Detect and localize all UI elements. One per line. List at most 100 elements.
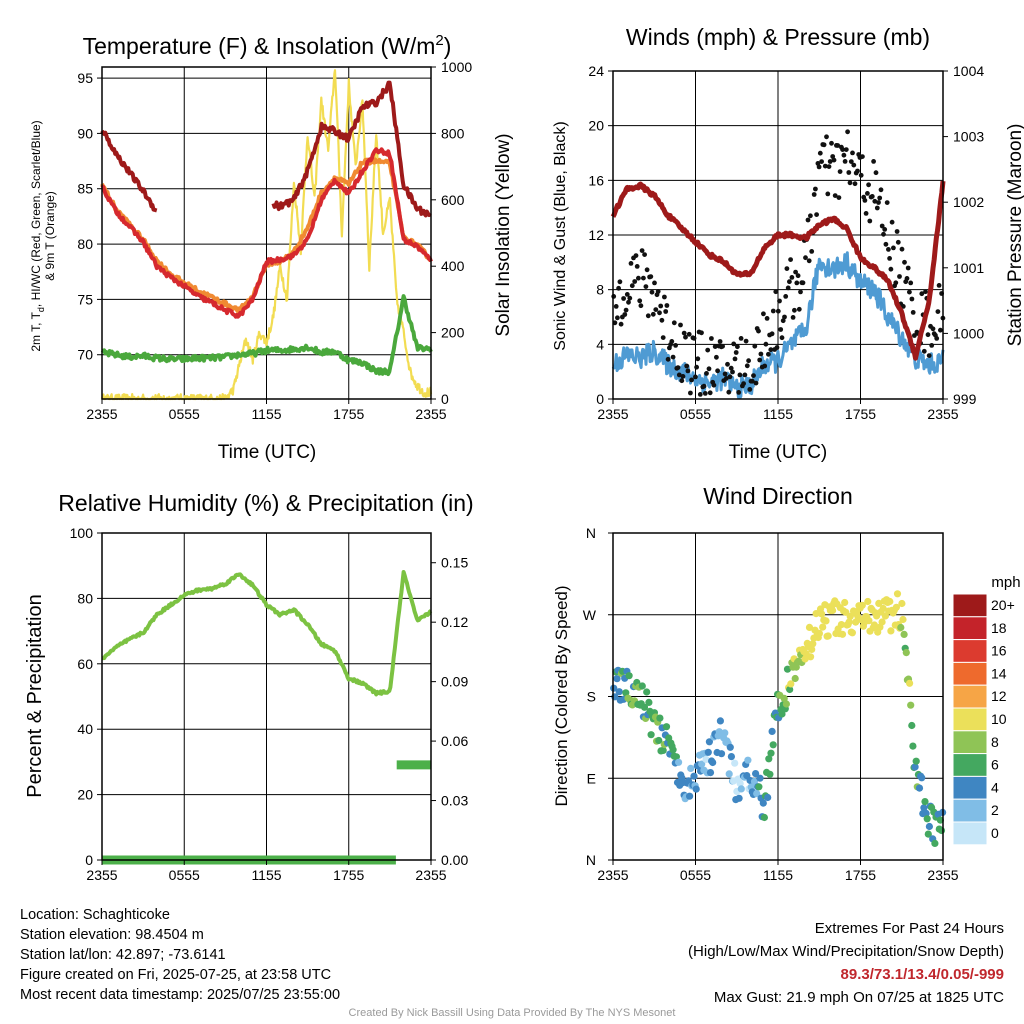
direction-point (931, 839, 939, 848)
gust-point (632, 279, 638, 284)
gust-point (645, 313, 651, 319)
y-tick-label: 20 (77, 787, 93, 803)
gust-point (684, 363, 690, 369)
gust-point (673, 343, 678, 348)
gust-point (872, 198, 878, 204)
direction-point (899, 615, 907, 624)
gust-point (848, 159, 854, 165)
legend-label: 4 (991, 779, 999, 795)
humidity-y-axis-label: Percent & Precipitation (24, 594, 46, 797)
y-tick-label: 60 (77, 656, 93, 672)
direction-point (726, 743, 734, 751)
gust-point (695, 356, 701, 362)
gust-point (613, 304, 619, 309)
gust-point (789, 275, 795, 280)
y2-tick-label: 200 (441, 325, 465, 341)
gust-point (658, 303, 664, 309)
direction-point (764, 793, 772, 802)
gust-point (778, 327, 784, 332)
gust-point (733, 350, 739, 355)
temperature-y-axis-label: 2m T, Td, HI/WC (Red, Green, Scarlet/Blu… (29, 120, 46, 351)
humidity-plot: 2355 0555 1155 1755 23550204060801000.000.03… (70, 525, 469, 883)
y2-tick-label: 999 (953, 391, 977, 407)
gust-point (741, 381, 746, 386)
legend-swatch (952, 593, 988, 618)
gust-point (869, 194, 875, 199)
direction-point (879, 604, 887, 613)
y-tick-label: 16 (588, 172, 604, 188)
gust-point (873, 170, 879, 176)
gust-point (809, 249, 815, 254)
gust-point (720, 343, 725, 349)
gust-point (618, 321, 624, 327)
direction-point (725, 770, 733, 778)
gust-point (894, 229, 900, 234)
gust-point (843, 147, 849, 153)
gust-point (683, 334, 688, 340)
direction-point (924, 830, 932, 838)
direction-point (909, 742, 917, 750)
gust-point (761, 311, 766, 317)
extremes-title: Extremes For Past 24 Hours (814, 920, 1004, 937)
max-gust-text: Max Gust: 21.9 mph On 07/25 at 1825 UTC (713, 989, 1004, 1006)
gust-point (925, 332, 931, 338)
gust-point (736, 390, 742, 395)
gust-point (792, 307, 797, 313)
gust-point (715, 368, 720, 374)
y2-tick-label: 1001 (953, 260, 984, 276)
humidity-panel: Relative Humidity (%) & Precipitation (i… (24, 490, 474, 798)
direction-point (778, 710, 786, 718)
gust-point (793, 269, 798, 275)
gust-point (702, 391, 708, 396)
direction-point (756, 774, 764, 782)
gust-point (877, 195, 883, 201)
temp-2m-line (100, 147, 433, 319)
direction-point (824, 632, 832, 640)
gust-point (889, 219, 895, 225)
credit-text: Created By Nick Bassill Using Data Provi… (348, 1007, 676, 1019)
gust-point (796, 306, 802, 312)
x-tick-label: 2355 (86, 867, 117, 883)
direction-point (864, 597, 872, 606)
gust-point (816, 164, 822, 170)
y2-tick-label: 0.06 (441, 733, 468, 749)
gust-point (653, 307, 659, 312)
direction-point (705, 738, 714, 746)
direction-point (675, 758, 683, 766)
x-tick-label: 1155 (251, 867, 281, 883)
gust-point (863, 211, 869, 216)
gust-point (829, 140, 834, 146)
humidity-title: Relative Humidity (%) & Precipitation (i… (58, 490, 473, 516)
gust-point (852, 181, 858, 187)
direction-point (841, 598, 849, 607)
gust-point (814, 212, 819, 218)
legend-swatch (952, 616, 988, 641)
gust-point (770, 308, 776, 314)
gust-point (701, 383, 707, 389)
direction-point (625, 672, 633, 680)
gust-point (628, 261, 634, 266)
direction-point (615, 688, 623, 696)
direction-point (669, 746, 677, 754)
direction-point (912, 757, 920, 765)
y2-tick-label: 600 (441, 192, 465, 208)
gust-point (888, 266, 894, 272)
direction-point (886, 597, 894, 606)
gust-point (665, 356, 671, 362)
direction-point (704, 748, 712, 756)
insolation-axis-label: Solar Insolation (Yellow) (493, 133, 514, 336)
direction-point (765, 755, 773, 763)
direction-point (645, 698, 653, 707)
gust-point (676, 372, 682, 378)
gust-point (657, 310, 662, 316)
extremes-subtitle: (High/Low/Max Wind/Precipitation/Snow De… (688, 943, 1004, 960)
gust-point (798, 289, 803, 295)
legend-swatch (952, 821, 988, 846)
direction-point (812, 610, 820, 618)
gust-point (753, 380, 759, 386)
gust-point (655, 289, 661, 294)
x-tick-label: 2355 (415, 406, 446, 422)
direction-point (900, 630, 908, 639)
y2-tick-label: 0.03 (441, 793, 468, 809)
